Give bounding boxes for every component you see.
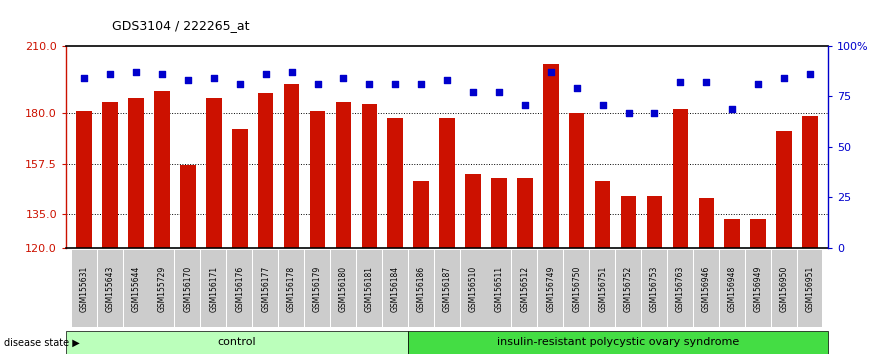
Bar [180,165,196,248]
Bar [647,196,663,248]
Text: control: control [218,337,256,348]
Text: GSM156181: GSM156181 [365,266,374,312]
Bar [672,109,688,248]
Text: GSM156184: GSM156184 [391,266,400,312]
Text: GSM156763: GSM156763 [676,265,685,312]
Text: GSM156171: GSM156171 [210,266,218,312]
Bar [465,174,481,248]
Bar [517,178,533,248]
Text: GSM156950: GSM156950 [780,265,788,312]
Point [673,80,687,85]
Point [492,90,506,95]
Text: GSM156946: GSM156946 [702,265,711,312]
Point [725,106,739,112]
Bar [751,219,766,248]
Point [233,81,247,87]
Text: GSM156512: GSM156512 [521,266,529,312]
Point [518,102,532,107]
Point [596,102,610,107]
Text: insulin-resistant polycystic ovary syndrome: insulin-resistant polycystic ovary syndr… [497,337,739,348]
Bar [102,102,118,248]
Bar [154,91,170,248]
Bar [724,219,740,248]
Bar [336,102,352,248]
Text: GSM156510: GSM156510 [469,266,478,312]
Bar [803,115,818,248]
Bar [776,131,792,248]
Bar [361,104,377,248]
Text: GSM155643: GSM155643 [106,265,115,312]
Point [466,90,480,95]
Text: GSM156170: GSM156170 [183,266,192,312]
Text: GSM155631: GSM155631 [79,266,89,312]
Text: GSM156752: GSM156752 [624,266,633,312]
Point [337,75,351,81]
Point [389,81,403,87]
Bar [284,84,300,248]
Bar [440,118,455,248]
Point [751,81,766,87]
Text: GSM156750: GSM156750 [573,265,581,312]
Bar [595,181,611,248]
Text: GSM156186: GSM156186 [417,266,426,312]
Bar [310,111,325,248]
Point [621,110,635,115]
Text: GSM156179: GSM156179 [313,266,322,312]
Text: GSM156180: GSM156180 [339,266,348,312]
Point [310,81,324,87]
Point [155,72,169,77]
Text: GSM156187: GSM156187 [442,266,452,312]
Point [285,69,299,75]
Bar [569,113,584,248]
Point [362,81,376,87]
Text: GSM156178: GSM156178 [287,266,296,312]
Text: GSM155644: GSM155644 [131,265,141,312]
Point [648,110,662,115]
Text: disease state ▶: disease state ▶ [4,337,80,348]
Bar [621,196,636,248]
Bar [388,118,403,248]
Point [259,72,273,77]
Point [803,72,817,77]
Text: GSM156753: GSM156753 [650,265,659,312]
Text: GSM156177: GSM156177 [261,266,270,312]
Point [700,80,714,85]
Bar [258,93,273,248]
Text: GSM156511: GSM156511 [494,266,503,312]
Bar [699,199,714,248]
Bar [206,98,222,248]
Point [414,81,428,87]
Bar [543,64,559,248]
Point [777,75,791,81]
Point [129,69,143,75]
Point [207,75,221,81]
Bar [413,181,429,248]
Bar [129,98,144,248]
Bar [77,111,92,248]
Text: GSM156176: GSM156176 [235,266,244,312]
Bar [492,178,507,248]
Bar [232,129,248,248]
Point [544,69,558,75]
Text: GDS3104 / 222265_at: GDS3104 / 222265_at [112,19,249,32]
Text: GSM156749: GSM156749 [546,265,555,312]
Text: GSM156751: GSM156751 [598,266,607,312]
Point [78,75,92,81]
Text: GSM156949: GSM156949 [753,265,763,312]
Text: GSM156948: GSM156948 [728,266,737,312]
Point [103,72,117,77]
Point [181,78,195,83]
Text: GSM156951: GSM156951 [805,266,815,312]
Point [440,78,455,83]
Text: GSM155729: GSM155729 [158,266,167,312]
Point [570,86,584,91]
